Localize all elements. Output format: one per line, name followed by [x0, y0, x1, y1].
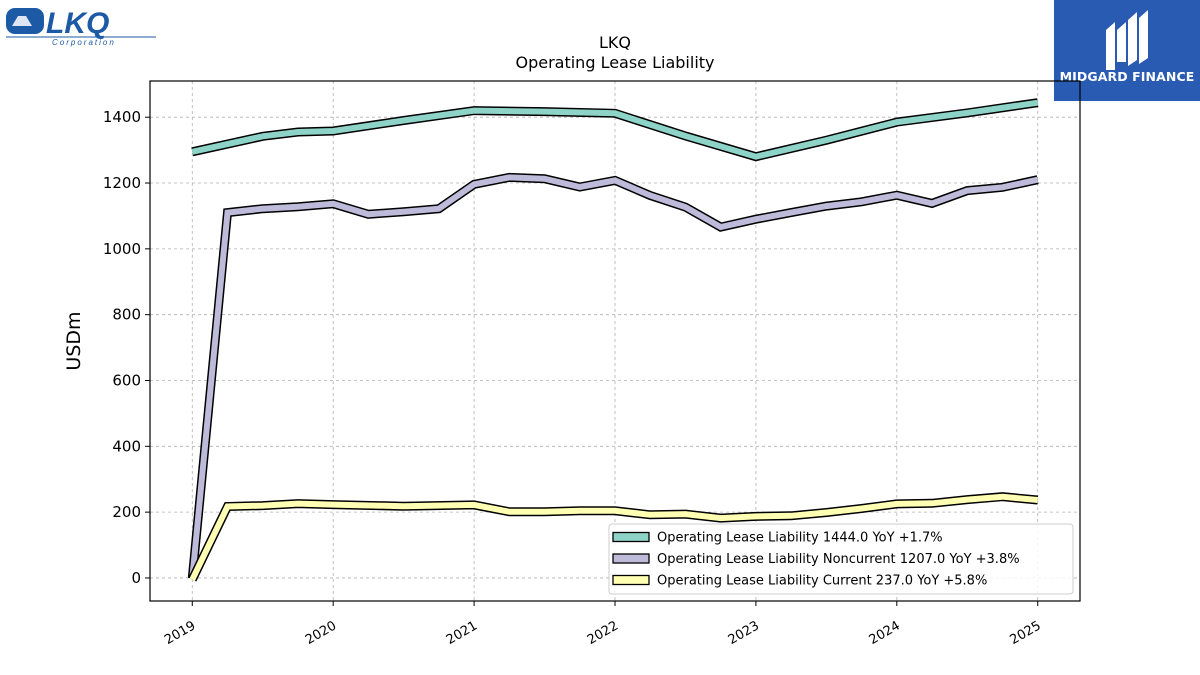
legend-label-1: Operating Lease Liability 1444.0 YoY +1.… — [657, 531, 943, 546]
lkq-logo-text: LKQ — [46, 7, 109, 40]
grid — [150, 81, 1080, 601]
series-layer — [187, 98, 1039, 582]
legend-swatch-2 — [612, 553, 650, 564]
series-line-3 — [189, 493, 1038, 581]
y-tick-label: 0 — [131, 569, 141, 587]
midgard-finance-logo: MIDGARD FINANCE — [1054, 0, 1200, 101]
y-tick-label: 600 — [112, 371, 141, 389]
y-axis-label: USDm — [63, 311, 85, 370]
series-line-1 — [191, 99, 1039, 160]
y-tick-label: 800 — [112, 306, 141, 324]
legend-label-3: Operating Lease Liability Current 237.0 … — [657, 574, 987, 589]
midgard-emblem-icon — [1106, 10, 1148, 70]
x-tick-label: 2025 — [1008, 618, 1044, 648]
y-tick-label: 1200 — [103, 174, 141, 192]
y-tick-label: 400 — [112, 437, 141, 455]
chart-subtitle: Operating Lease Liability — [515, 53, 714, 72]
legend: Operating Lease Liability 1444.0 YoY +1.… — [608, 523, 1074, 595]
series-line-2 — [189, 174, 1039, 579]
midgard-logo-text: MIDGARD FINANCE — [1059, 69, 1195, 84]
x-tick-label: 2020 — [303, 618, 339, 648]
y-tick-label: 1000 — [103, 240, 141, 258]
legend-box — [608, 523, 1074, 595]
x-tick-label: 2023 — [726, 618, 762, 648]
lkq-logo-subtext: Corporation — [52, 38, 116, 47]
x-tick-label: 2024 — [867, 618, 903, 648]
x-tick-label: 2019 — [162, 618, 198, 648]
legend-label-2: Operating Lease Liability Noncurrent 120… — [657, 552, 1020, 567]
chart-title: LKQ — [599, 33, 631, 52]
lkq-logo: LKQ Corporation — [4, 4, 158, 48]
x-tick-label: 2022 — [585, 618, 621, 648]
x-axis: 2019 2020 2021 2022 2023 2024 2025 — [162, 601, 1044, 648]
y-tick-label: 200 — [112, 503, 141, 521]
legend-swatch-1 — [612, 531, 650, 543]
x-tick-label: 2021 — [444, 618, 480, 648]
legend-swatch-3 — [612, 574, 650, 586]
y-axis: 0 200 400 600 800 1000 1200 1400 — [103, 108, 150, 587]
y-tick-label: 1400 — [103, 108, 141, 126]
